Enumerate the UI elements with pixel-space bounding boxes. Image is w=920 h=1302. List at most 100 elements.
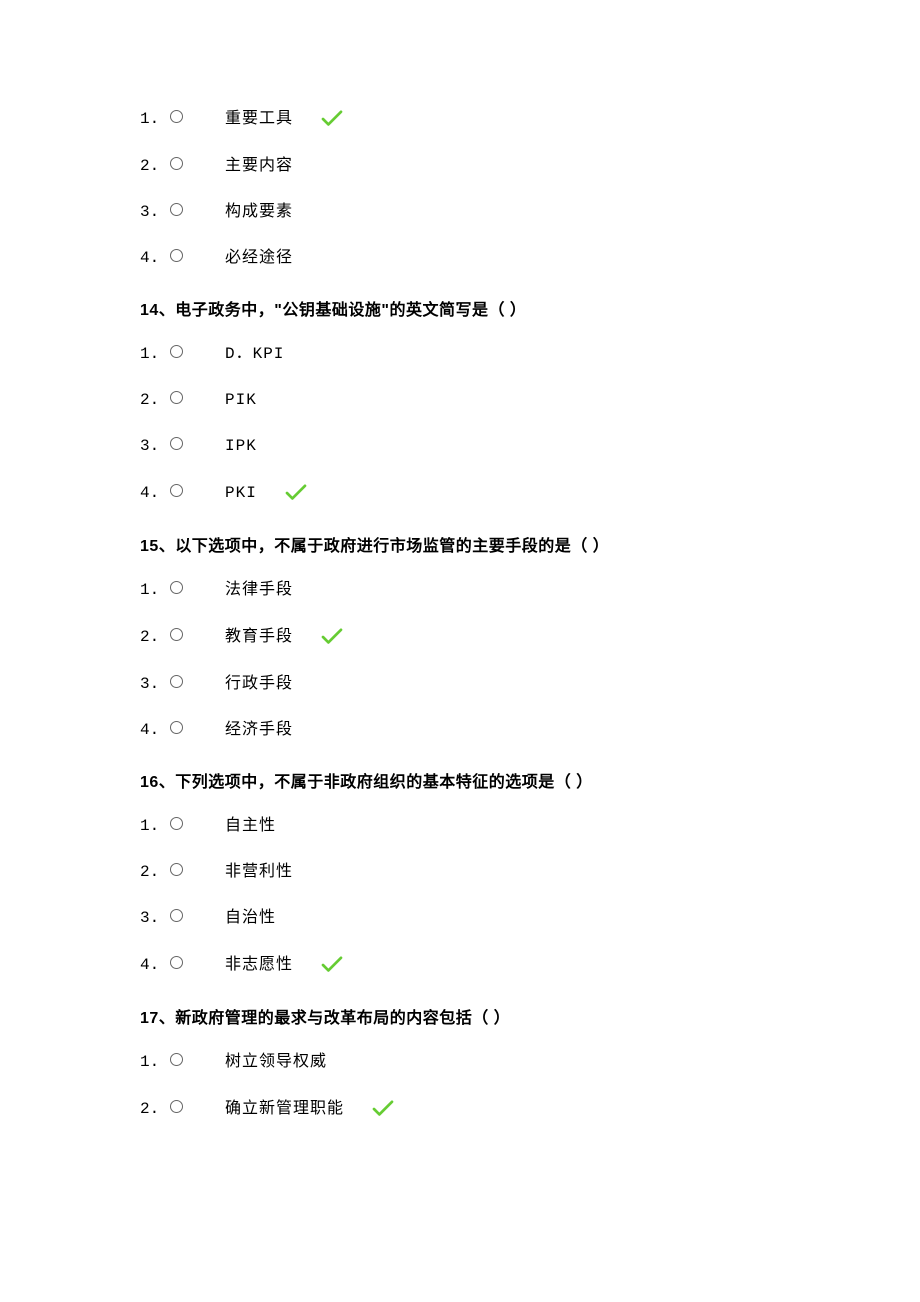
option-text: PIK: [225, 392, 257, 408]
option-text: 构成要素: [225, 204, 293, 220]
check-icon: [321, 956, 343, 974]
option-row: 1. 自主性: [140, 818, 780, 834]
option-row: 2. 教育手段: [140, 628, 780, 646]
radio-button[interactable]: [170, 817, 183, 830]
option-row: 3. 构成要素: [140, 204, 780, 220]
option-row: 4. 必经途径: [140, 250, 780, 266]
option-number: 1.: [140, 582, 170, 598]
option-row: 1. 法律手段: [140, 582, 780, 598]
check-icon: [285, 484, 307, 502]
radio-wrap: [170, 249, 225, 262]
question-stem: 16、下列选项中，不属于非政府组织的基本特征的选项是（ ）: [140, 768, 780, 792]
option-text: 树立领导权威: [225, 1054, 327, 1070]
option-number: 4.: [140, 722, 170, 738]
radio-button[interactable]: [170, 391, 183, 404]
option-row: 1. D．KPI: [140, 346, 780, 362]
option-number: 3.: [140, 676, 170, 692]
option-text: 非志愿性: [225, 957, 293, 973]
radio-wrap: [170, 484, 225, 497]
option-row: 2. 非营利性: [140, 864, 780, 880]
radio-wrap: [170, 1100, 225, 1113]
option-text: 非营利性: [225, 864, 293, 880]
option-row: 4. 经济手段: [140, 722, 780, 738]
option-number: 4.: [140, 957, 170, 973]
option-row: 3. 行政手段: [140, 676, 780, 692]
radio-button[interactable]: [170, 249, 183, 262]
radio-wrap: [170, 956, 225, 969]
option-row: 4. PKI: [140, 484, 780, 502]
option-text: 自治性: [225, 910, 276, 926]
radio-wrap: [170, 817, 225, 830]
radio-wrap: [170, 345, 225, 358]
option-number: 4.: [140, 485, 170, 501]
option-text: 重要工具: [225, 111, 293, 127]
check-icon: [321, 110, 343, 128]
option-number: 1.: [140, 818, 170, 834]
option-number: 3.: [140, 438, 170, 454]
option-row: 4. 非志愿性: [140, 956, 780, 974]
option-text: 自主性: [225, 818, 276, 834]
quiz-page: 1. 重要工具 2. 主要内容 3. 构成要素 4. 必经途径 14、电子政务中，"公钥基础设施…: [0, 0, 920, 1208]
option-row: 3. IPK: [140, 438, 780, 454]
option-text: 经济手段: [225, 722, 293, 738]
option-row: 3. 自治性: [140, 910, 780, 926]
option-number: 2.: [140, 629, 170, 645]
option-number: 1.: [140, 111, 170, 127]
radio-button[interactable]: [170, 437, 183, 450]
option-number: 1.: [140, 1054, 170, 1070]
option-number: 3.: [140, 204, 170, 220]
radio-button[interactable]: [170, 203, 183, 216]
radio-wrap: [170, 1053, 225, 1066]
radio-wrap: [170, 721, 225, 734]
option-text: 法律手段: [225, 582, 293, 598]
option-number: 2.: [140, 158, 170, 174]
radio-button[interactable]: [170, 345, 183, 358]
option-row: 2. PIK: [140, 392, 780, 408]
option-text: 主要内容: [225, 158, 293, 174]
radio-button[interactable]: [170, 675, 183, 688]
radio-button[interactable]: [170, 110, 183, 123]
radio-button[interactable]: [170, 909, 183, 922]
radio-button[interactable]: [170, 1100, 183, 1113]
radio-wrap: [170, 675, 225, 688]
radio-wrap: [170, 157, 225, 170]
option-number: 1.: [140, 346, 170, 362]
radio-button[interactable]: [170, 581, 183, 594]
option-number: 2.: [140, 1101, 170, 1117]
option-number: 2.: [140, 864, 170, 880]
check-icon: [321, 628, 343, 646]
radio-wrap: [170, 110, 225, 123]
option-number: 2.: [140, 392, 170, 408]
radio-wrap: [170, 628, 225, 641]
check-icon: [372, 1100, 394, 1118]
radio-wrap: [170, 203, 225, 216]
option-row: 2. 主要内容: [140, 158, 780, 174]
radio-button[interactable]: [170, 863, 183, 876]
radio-wrap: [170, 581, 225, 594]
option-number: 4.: [140, 250, 170, 266]
radio-button[interactable]: [170, 721, 183, 734]
radio-button[interactable]: [170, 956, 183, 969]
option-text: IPK: [225, 438, 257, 454]
question-stem: 17、新政府管理的最求与改革布局的内容包括（ ）: [140, 1004, 780, 1028]
option-text: 必经途径: [225, 250, 293, 266]
question-stem: 14、电子政务中，"公钥基础设施"的英文简写是（ ）: [140, 296, 780, 320]
option-text: 行政手段: [225, 676, 293, 692]
radio-wrap: [170, 863, 225, 876]
radio-button[interactable]: [170, 1053, 183, 1066]
option-row: 2. 确立新管理职能: [140, 1100, 780, 1118]
option-text: 教育手段: [225, 629, 293, 645]
option-row: 1. 树立领导权威: [140, 1054, 780, 1070]
radio-button[interactable]: [170, 157, 183, 170]
question-stem: 15、以下选项中，不属于政府进行市场监管的主要手段的是（ ）: [140, 532, 780, 556]
radio-button[interactable]: [170, 628, 183, 641]
radio-button[interactable]: [170, 484, 183, 497]
radio-wrap: [170, 391, 225, 404]
option-text: PKI: [225, 485, 257, 501]
option-row: 1. 重要工具: [140, 110, 780, 128]
option-text: D．KPI: [225, 346, 284, 362]
option-text: 确立新管理职能: [225, 1101, 344, 1117]
option-number: 3.: [140, 910, 170, 926]
radio-wrap: [170, 437, 225, 450]
radio-wrap: [170, 909, 225, 922]
